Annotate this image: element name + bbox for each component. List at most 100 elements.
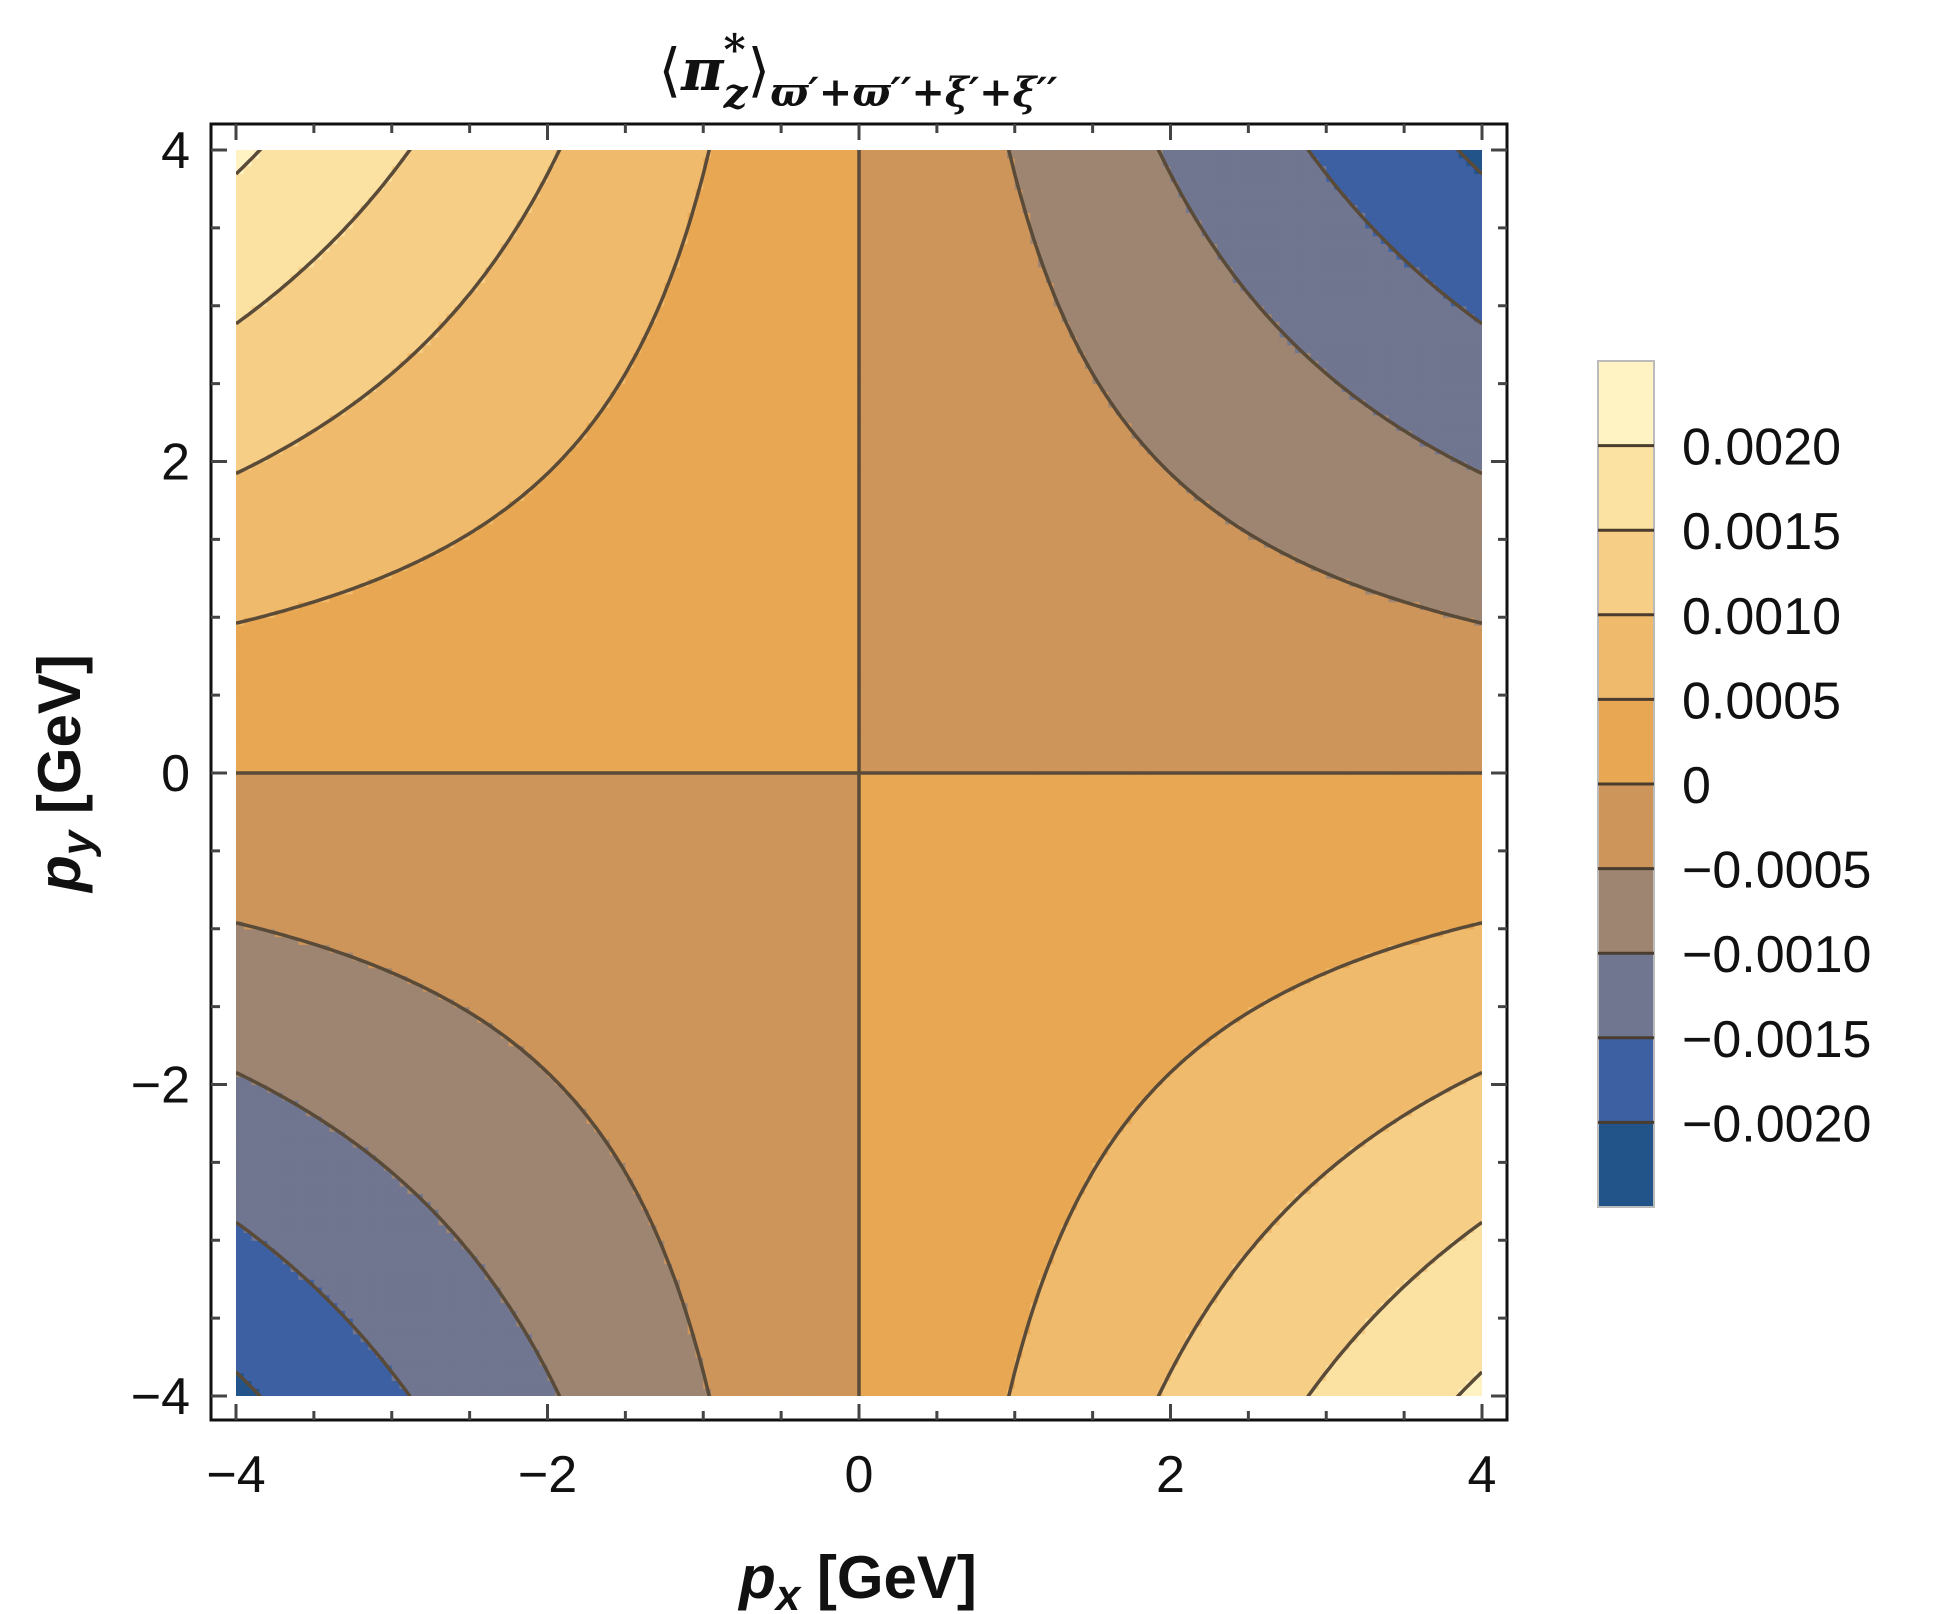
contour-cell [430,874,440,883]
contour-cell [259,1006,268,1016]
contour-cell [399,531,408,540]
contour-cell [313,663,323,673]
contour-cell [313,1380,323,1389]
contour-cell [313,991,323,1000]
contour-cell [290,1279,299,1288]
contour-cell [454,227,463,237]
contour-cell [251,718,260,727]
contour-cell [383,936,393,945]
contour-cell [352,1162,362,1171]
contour-cell [352,1310,362,1319]
contour-cell [407,336,416,346]
contour-cell [438,1006,447,1016]
contour-cell [391,406,401,416]
contour-cell [313,1006,323,1016]
contour-cell [461,1154,471,1163]
contour-cell [259,850,268,860]
contour-cell [337,1053,346,1062]
contour-cell [259,399,268,408]
contour-cell [376,811,385,821]
contour-cell [352,928,362,938]
contour-cell [461,212,471,221]
contour-cell [298,1279,307,1288]
contour-cell [376,157,385,167]
contour-cell [461,741,471,751]
contour-cell [306,959,315,969]
contour-cell [415,422,424,431]
contour-cell [430,741,440,751]
contour-cell [259,1076,268,1086]
contour-cell [430,889,440,899]
contour-cell [430,523,440,533]
contour-cell [251,679,260,688]
contour-cell [274,804,284,813]
contour-cell [306,406,315,416]
contour-cell [368,983,377,992]
contour-cell [446,1177,455,1187]
contour-cell [267,531,276,540]
contour-cell [422,266,432,276]
contour-cell [251,843,260,852]
contour-cell [313,625,323,634]
contour-cell [422,422,432,431]
contour-cell [376,1100,385,1109]
contour-cell [282,897,292,906]
contour-cell [298,1357,307,1366]
contour-cell [352,375,362,385]
contour-cell [383,1310,393,1319]
contour-cell [298,383,307,393]
contour-cell [259,757,268,766]
contour-cell [321,1325,331,1335]
contour-cell [469,1263,479,1272]
contour-cell [298,422,307,431]
contour-cell [422,368,432,377]
contour-cell [454,609,463,618]
contour-cell [321,1224,331,1234]
contour-cell [337,897,346,906]
contour-cell [360,484,369,494]
contour-cell [345,1286,354,1296]
contour-cell [399,780,408,790]
contour-cell [368,1139,377,1148]
contour-cell [306,484,315,494]
contour-cell [383,220,393,229]
contour-cell [274,1286,284,1296]
contour-cell [337,422,346,431]
contour-cell [391,188,401,198]
contour-cell [243,991,253,1000]
contour-cell [337,259,346,268]
contour-cell [274,391,284,400]
contour-cell [407,788,416,797]
contour-cell [267,1185,276,1195]
contour-cell [282,601,292,611]
contour-cell [321,1131,331,1140]
contour-cell [383,920,393,930]
contour-cell [251,1271,260,1280]
contour-cell [391,212,401,221]
contour-cell [298,508,307,517]
contour-cell [267,726,276,735]
contour-cell [345,445,354,455]
contour-cell [407,220,416,229]
contour-cell [391,547,401,556]
contour-cell [282,469,292,478]
contour-cell [391,944,401,953]
contour-cell [368,796,377,805]
contour-cell [321,453,331,463]
contour-cell [360,998,369,1008]
contour-cell [446,227,455,237]
contour-cell [461,516,471,525]
contour-cell [352,516,362,525]
contour-cell [352,188,362,198]
contour-cell [345,453,354,463]
contour-cell [352,360,362,369]
contour-cell [282,1388,292,1396]
contour-cell [321,1232,331,1241]
contour-cell [267,593,276,603]
contour-cell [383,1325,393,1335]
contour-cell [422,399,432,408]
contour-cell [282,1216,292,1226]
contour-cell [391,1201,401,1210]
contour-cell [329,1006,338,1016]
contour-cell [438,811,447,821]
